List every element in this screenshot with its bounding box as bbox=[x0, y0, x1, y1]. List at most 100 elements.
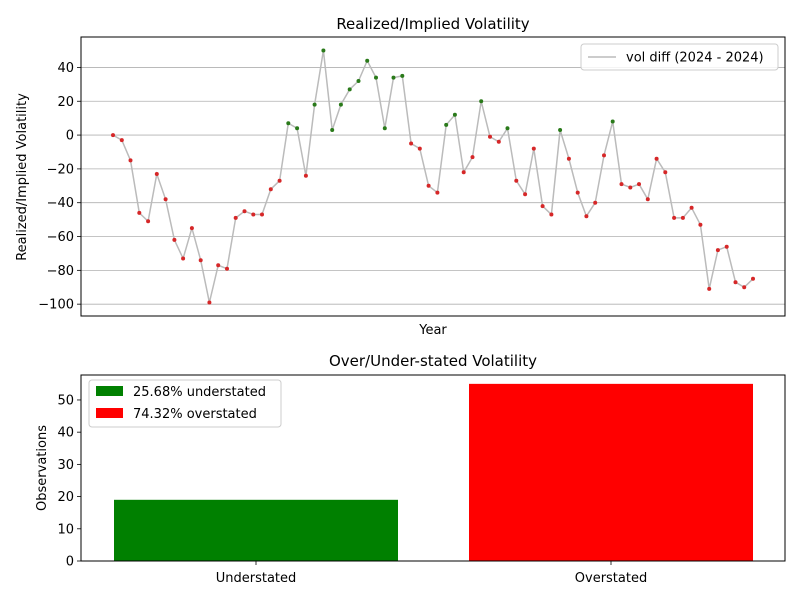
bar-legend-swatch-understated bbox=[96, 386, 123, 396]
data-point bbox=[172, 237, 177, 242]
data-point bbox=[724, 244, 729, 249]
data-point bbox=[505, 126, 510, 131]
y-tick-label: −40 bbox=[47, 196, 74, 211]
data-point bbox=[514, 178, 519, 183]
data-point bbox=[523, 192, 528, 197]
y-tick-label: −60 bbox=[47, 230, 74, 245]
y-tick-label: 0 bbox=[66, 129, 74, 144]
data-point bbox=[663, 170, 668, 175]
bar-legend-box bbox=[88, 379, 282, 428]
data-point bbox=[409, 141, 414, 146]
bar-legend-swatch-overstated bbox=[96, 408, 123, 418]
data-point bbox=[461, 170, 466, 175]
data-point bbox=[488, 134, 492, 139]
data-point bbox=[417, 146, 422, 151]
data-point bbox=[365, 58, 370, 63]
data-point bbox=[566, 156, 571, 161]
y-tick-label: 20 bbox=[57, 95, 74, 110]
data-point bbox=[689, 205, 694, 210]
data-point bbox=[347, 87, 352, 92]
data-point bbox=[242, 209, 247, 214]
data-point bbox=[479, 99, 484, 104]
data-point bbox=[295, 126, 300, 131]
data-point bbox=[277, 178, 282, 183]
y-tick-label: 20 bbox=[57, 490, 74, 505]
data-point bbox=[207, 300, 212, 305]
data-point bbox=[707, 286, 712, 291]
data-point bbox=[356, 79, 361, 83]
data-point bbox=[225, 266, 229, 271]
data-point bbox=[558, 128, 563, 132]
data-point bbox=[602, 153, 606, 158]
data-point bbox=[680, 215, 685, 220]
bar-chart-title: Over/Under-stated Volatility bbox=[329, 352, 537, 370]
y-tick-label: −20 bbox=[47, 162, 74, 177]
line-chart-panel: Realized/Implied Volatility −100 −80 −60 −4… bbox=[15, 15, 786, 338]
data-point bbox=[531, 146, 536, 151]
data-point bbox=[286, 121, 291, 126]
data-point bbox=[312, 102, 317, 107]
data-point bbox=[751, 276, 755, 281]
bar-legend-label-understated: 25.68% understated bbox=[133, 385, 266, 400]
bar-understated bbox=[114, 499, 398, 561]
bar-chart-bars bbox=[114, 383, 753, 561]
data-point bbox=[163, 197, 168, 202]
bar-chart-y-ticks: 0 10 20 30 40 50 bbox=[57, 393, 81, 570]
data-point bbox=[268, 187, 273, 192]
data-point bbox=[321, 48, 326, 53]
data-point bbox=[189, 226, 194, 231]
data-point bbox=[111, 133, 115, 138]
data-point bbox=[426, 183, 431, 188]
line-chart-y-ticks: −100 −80 −60 −40 −20 0 20 40 bbox=[38, 61, 81, 313]
data-point bbox=[400, 73, 405, 78]
data-point bbox=[216, 263, 221, 268]
data-point bbox=[619, 182, 624, 187]
data-point bbox=[181, 256, 186, 261]
line-chart-markers bbox=[111, 48, 755, 305]
data-point bbox=[637, 182, 641, 187]
data-point bbox=[119, 138, 124, 143]
data-point bbox=[715, 248, 720, 253]
bar-chart-x-ticks: Understated Overstated bbox=[216, 561, 647, 586]
bar-overstated bbox=[469, 383, 753, 561]
y-tick-label: −80 bbox=[47, 264, 74, 279]
bar-chart-panel: Over/Under-stated Volatility 0 10 20 30 40 50… bbox=[35, 352, 786, 586]
data-point bbox=[338, 102, 343, 107]
data-point bbox=[137, 210, 142, 215]
data-point bbox=[575, 190, 580, 195]
data-point bbox=[435, 190, 440, 195]
data-point bbox=[496, 139, 501, 144]
data-point bbox=[584, 214, 589, 219]
data-point bbox=[698, 222, 703, 227]
y-tick-label: −100 bbox=[38, 298, 74, 313]
y-tick-label: 30 bbox=[57, 458, 74, 473]
data-point bbox=[452, 112, 457, 117]
data-point bbox=[549, 212, 554, 217]
line-chart-x-label: Year bbox=[418, 323, 447, 338]
data-point bbox=[391, 75, 396, 80]
data-point bbox=[672, 215, 677, 220]
data-point bbox=[251, 212, 256, 217]
data-point bbox=[154, 172, 159, 176]
data-point bbox=[742, 285, 747, 290]
data-point bbox=[540, 204, 545, 209]
data-point bbox=[303, 173, 308, 178]
line-chart-title: Realized/Implied Volatility bbox=[336, 15, 529, 33]
data-point bbox=[128, 158, 133, 163]
y-tick-label: 40 bbox=[57, 61, 74, 76]
data-point bbox=[198, 258, 203, 263]
line-chart-legend: vol diff (2024 - 2024) bbox=[580, 43, 779, 71]
y-tick-label: 50 bbox=[57, 393, 74, 408]
y-tick-label: 40 bbox=[57, 426, 74, 441]
line-chart-y-label: Realized/Implied Volatility bbox=[15, 93, 30, 261]
data-point bbox=[233, 215, 238, 220]
data-point bbox=[382, 126, 387, 131]
x-tick-label: Understated bbox=[216, 571, 297, 586]
data-point bbox=[610, 119, 615, 124]
data-point bbox=[260, 212, 264, 217]
bar-chart-frame bbox=[80, 374, 786, 562]
y-tick-label: 0 bbox=[66, 555, 74, 570]
data-point bbox=[654, 156, 659, 161]
data-point bbox=[470, 155, 475, 160]
